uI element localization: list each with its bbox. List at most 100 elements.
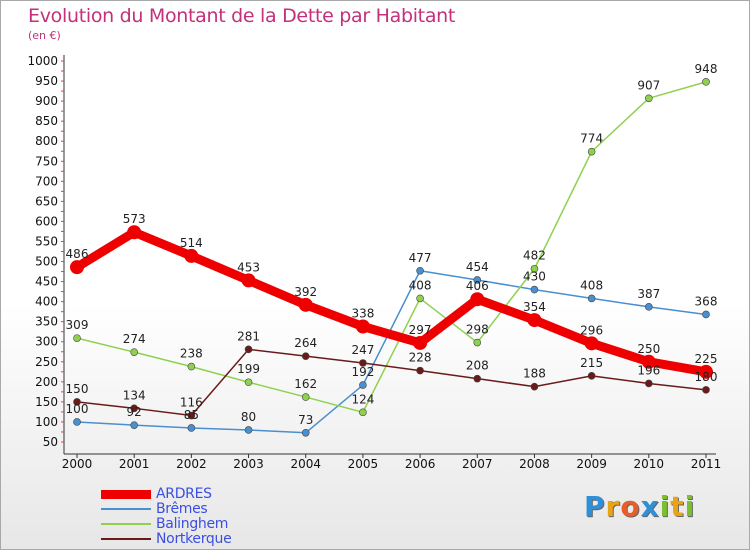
data-label: 85	[184, 408, 199, 422]
y-tick-label: 750	[35, 154, 58, 168]
data-label: 454	[466, 260, 489, 274]
x-tick-label: 2004	[290, 457, 321, 471]
data-point	[413, 335, 428, 350]
data-label: 514	[180, 236, 203, 250]
data-point	[702, 386, 710, 394]
data-point	[127, 225, 142, 240]
data-point	[702, 310, 710, 319]
data-point	[416, 294, 424, 303]
y-tick-label: 400	[35, 295, 58, 309]
data-label: 453	[237, 260, 260, 274]
data-label: 430	[523, 270, 546, 284]
x-tick-label: 2005	[348, 457, 379, 471]
data-label: 354	[523, 300, 546, 314]
data-point	[355, 319, 370, 334]
data-label: 482	[523, 249, 546, 263]
data-label: 247	[351, 343, 374, 357]
y-tick-label: 50	[43, 435, 58, 449]
data-label: 406	[466, 279, 489, 293]
data-point	[73, 398, 81, 406]
data-label: 408	[580, 278, 603, 292]
data-label: 250	[637, 342, 660, 356]
logo-letter: P	[584, 490, 606, 523]
data-label: 150	[66, 382, 89, 396]
x-tick-label: 2006	[405, 457, 436, 471]
data-point	[244, 345, 253, 354]
data-label: 134	[123, 388, 146, 402]
data-label: 281	[237, 329, 260, 343]
data-point	[645, 379, 653, 388]
x-tick-label: 2010	[634, 457, 665, 471]
data-label: 225	[695, 352, 718, 366]
legend-label-nortkerque: Nortkerque	[156, 531, 232, 547]
series-line-brêmes	[76, 270, 707, 434]
data-label: 100	[66, 402, 89, 416]
data-point	[130, 421, 138, 429]
legend-label-bremes: Brêmes	[156, 501, 208, 517]
legend-swatch-balinghem	[101, 523, 151, 525]
data-point	[70, 260, 84, 275]
data-point	[187, 362, 196, 371]
y-tick-label: 250	[35, 355, 58, 369]
data-label: 392	[294, 285, 317, 299]
data-point	[184, 248, 199, 263]
x-tick-label: 2011	[691, 457, 722, 471]
data-point	[187, 424, 196, 432]
data-label: 124	[351, 392, 374, 406]
data-label: 196	[637, 363, 660, 377]
data-label: 116	[180, 396, 203, 410]
data-point	[530, 264, 539, 273]
data-point	[301, 352, 310, 360]
data-point	[187, 411, 196, 420]
data-label: 774	[580, 132, 603, 146]
y-tick-label: 900	[35, 94, 58, 108]
logo-letter: i	[684, 490, 696, 523]
y-tick-label: 200	[35, 375, 58, 389]
data-point	[298, 297, 313, 312]
y-tick-label: 100	[35, 415, 58, 429]
y-tick-label: 800	[35, 134, 58, 148]
data-label: 199	[237, 362, 260, 376]
series-line-balinghem	[76, 81, 707, 414]
y-tick-label: 950	[35, 74, 58, 88]
data-point	[527, 313, 542, 328]
logo-letter: x	[640, 490, 660, 523]
data-label: 215	[580, 356, 603, 370]
data-label: 296	[580, 323, 603, 337]
data-point	[130, 404, 138, 413]
proxiti-logo: Proxiti	[584, 490, 695, 523]
logo-letter: o	[620, 490, 641, 523]
data-label: 477	[409, 251, 432, 265]
x-tick-label: 2007	[462, 457, 493, 471]
y-tick-label: 1000	[27, 54, 58, 68]
data-label: 188	[523, 367, 546, 381]
data-label: 274	[123, 332, 146, 346]
data-point	[645, 94, 653, 103]
data-point	[244, 378, 253, 387]
data-label: 228	[409, 351, 432, 365]
legend-swatch-bremes	[101, 508, 151, 510]
data-label: 387	[637, 287, 660, 301]
x-tick-label: 2002	[176, 457, 207, 471]
data-label: 92	[127, 405, 142, 419]
data-point	[301, 393, 310, 401]
data-label: 907	[637, 78, 660, 92]
data-label: 264	[294, 336, 317, 350]
y-tick-label: 350	[35, 315, 58, 329]
y-tick-label: 550	[35, 234, 58, 248]
data-point	[244, 426, 253, 434]
data-label: 238	[180, 347, 203, 361]
data-point	[301, 428, 310, 437]
data-point	[641, 354, 656, 369]
data-label: 338	[351, 306, 374, 320]
data-point	[359, 381, 367, 389]
data-label: 192	[351, 365, 374, 379]
data-label: 408	[409, 278, 432, 292]
y-tick-label: 700	[35, 174, 58, 188]
logo-letter: r	[605, 490, 621, 523]
unit-label: (en €)	[28, 29, 61, 42]
data-point	[73, 334, 81, 342]
data-point	[241, 273, 256, 288]
y-tick-label: 600	[35, 214, 58, 228]
data-point	[702, 78, 710, 86]
